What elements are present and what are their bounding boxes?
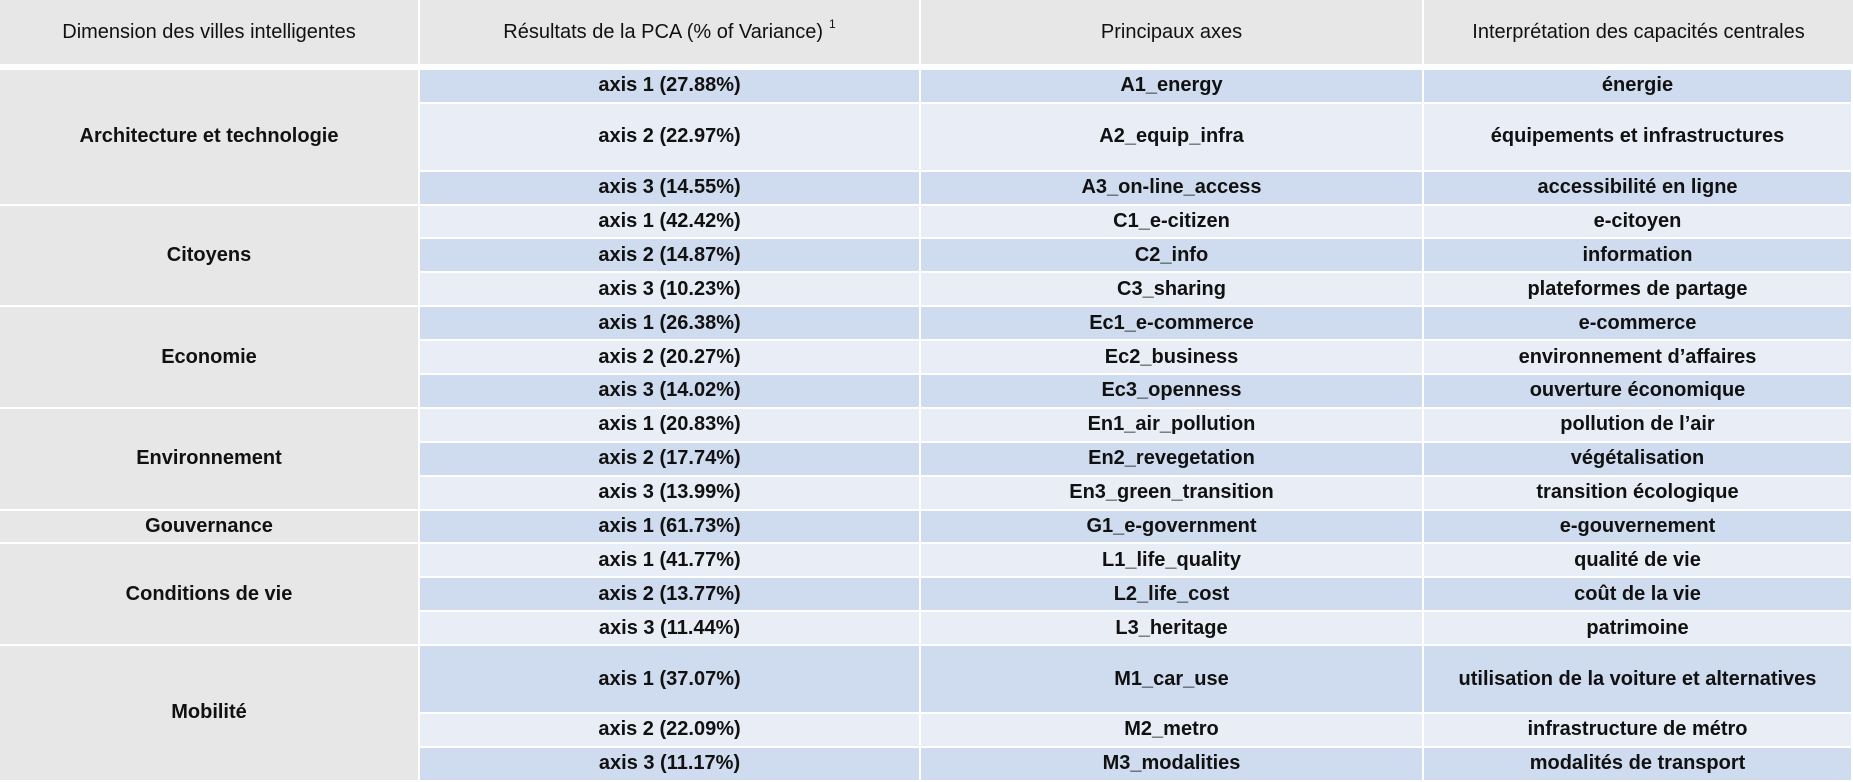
pca-variance-cell: axis 1 (61.73%): [420, 510, 921, 545]
axis-code-cell: En1_air_pollution: [921, 408, 1424, 443]
interpretation-cell: coût de la vie: [1424, 578, 1853, 613]
pca-variance-cell: axis 1 (26.38%): [420, 307, 921, 342]
dimension-cell: Citoyens: [0, 205, 420, 308]
interpretation-cell: infrastructure de métro: [1424, 713, 1853, 748]
interpretation-cell: environnement d’affaires: [1424, 341, 1853, 376]
axis-code-cell: Ec2_business: [921, 341, 1424, 376]
axis-code-cell: En3_green_transition: [921, 476, 1424, 511]
pca-variance-cell: axis 3 (13.99%): [420, 476, 921, 511]
interpretation-cell: énergie: [1424, 70, 1853, 104]
axis-code-cell: M3_modalities: [921, 747, 1424, 782]
header-interpretation-label: Interprétation des capacités centrales: [1472, 20, 1805, 43]
axis-code-cell: Ec1_e-commerce: [921, 307, 1424, 342]
axis-code-cell: C2_info: [921, 239, 1424, 274]
dimension-cell: Conditions de vie: [0, 544, 420, 647]
interpretation-cell: utilisation de la voiture et alternative…: [1424, 646, 1853, 714]
interpretation-cell: pollution de l’air: [1424, 408, 1853, 443]
axis-code-cell: A3_on-line_access: [921, 171, 1424, 206]
pca-variance-cell: axis 2 (20.27%): [420, 341, 921, 376]
axis-code-cell: C1_e-citizen: [921, 205, 1424, 240]
pca-table: Architecture et technologie axis 1 (27.88…: [0, 70, 1853, 782]
dimension-cell: Economie: [0, 307, 420, 409]
axis-code-cell: G1_e-government: [921, 510, 1424, 545]
interpretation-cell: patrimoine: [1424, 612, 1853, 647]
pca-variance-cell: axis 1 (37.07%): [420, 646, 921, 714]
interpretation-cell: accessibilité en ligne: [1424, 171, 1853, 206]
pca-variance-cell: axis 2 (17.74%): [420, 442, 921, 477]
interpretation-cell: e-gouvernement: [1424, 510, 1853, 545]
axis-code-cell: A2_equip_infra: [921, 103, 1424, 172]
axis-code-cell: L3_heritage: [921, 612, 1424, 647]
dimension-cell: Architecture et technologie: [0, 70, 420, 206]
axis-code-cell: L1_life_quality: [921, 544, 1424, 579]
pca-variance-cell: axis 3 (10.23%): [420, 273, 921, 308]
interpretation-cell: modalités de transport: [1424, 747, 1853, 782]
pca-variance-cell: axis 2 (22.97%): [420, 103, 921, 172]
axis-code-cell: C3_sharing: [921, 273, 1424, 308]
interpretation-cell: e-citoyen: [1424, 205, 1853, 240]
header-pca-results: Résultats de la PCA (% of Variance) 1: [420, 0, 919, 64]
pca-variance-cell: axis 3 (11.17%): [420, 747, 921, 782]
interpretation-cell: végétalisation: [1424, 442, 1853, 477]
footnote-marker: 1: [829, 17, 836, 31]
dimension-cell: Environnement: [0, 408, 420, 511]
header-main-axes: Principaux axes: [921, 0, 1422, 64]
interpretation-cell: ouverture économique: [1424, 375, 1853, 409]
axis-code-cell: M2_metro: [921, 713, 1424, 748]
pca-variance-cell: axis 2 (22.09%): [420, 713, 921, 748]
pca-variance-cell: axis 1 (27.88%): [420, 70, 921, 104]
header-pca-label: Résultats de la PCA (% of Variance): [503, 20, 824, 43]
interpretation-cell: qualité de vie: [1424, 544, 1853, 579]
interpretation-cell: transition écologique: [1424, 476, 1853, 511]
interpretation-cell: équipements et infrastructures: [1424, 103, 1853, 172]
pca-variance-cell: axis 2 (13.77%): [420, 578, 921, 613]
header-dimension-label: Dimension des villes intelligentes: [62, 20, 356, 43]
pca-variance-cell: axis 3 (11.44%): [420, 612, 921, 647]
axis-code-cell: M1_car_use: [921, 646, 1424, 714]
header-dimension: Dimension des villes intelligentes: [0, 0, 418, 64]
dimension-cell: Mobilité: [0, 646, 420, 782]
axis-code-cell: A1_energy: [921, 70, 1424, 104]
interpretation-cell: information: [1424, 239, 1853, 274]
pca-variance-cell: axis 3 (14.02%): [420, 375, 921, 409]
pca-variance-cell: axis 1 (42.42%): [420, 205, 921, 240]
interpretation-cell: plateformes de partage: [1424, 273, 1853, 308]
axis-code-cell: En2_revegetation: [921, 442, 1424, 477]
axis-code-cell: L2_life_cost: [921, 578, 1424, 613]
pca-variance-cell: axis 1 (41.77%): [420, 544, 921, 579]
header-interpretation: Interprétation des capacités centrales: [1424, 0, 1853, 64]
dimension-cell: Gouvernance: [0, 510, 420, 545]
pca-variance-cell: axis 3 (14.55%): [420, 171, 921, 206]
axis-code-cell: Ec3_openness: [921, 375, 1424, 409]
pca-variance-cell: axis 2 (14.87%): [420, 239, 921, 274]
header-main-axes-label: Principaux axes: [1100, 20, 1243, 43]
interpretation-cell: e-commerce: [1424, 307, 1853, 342]
pca-variance-cell: axis 1 (20.83%): [420, 408, 921, 443]
